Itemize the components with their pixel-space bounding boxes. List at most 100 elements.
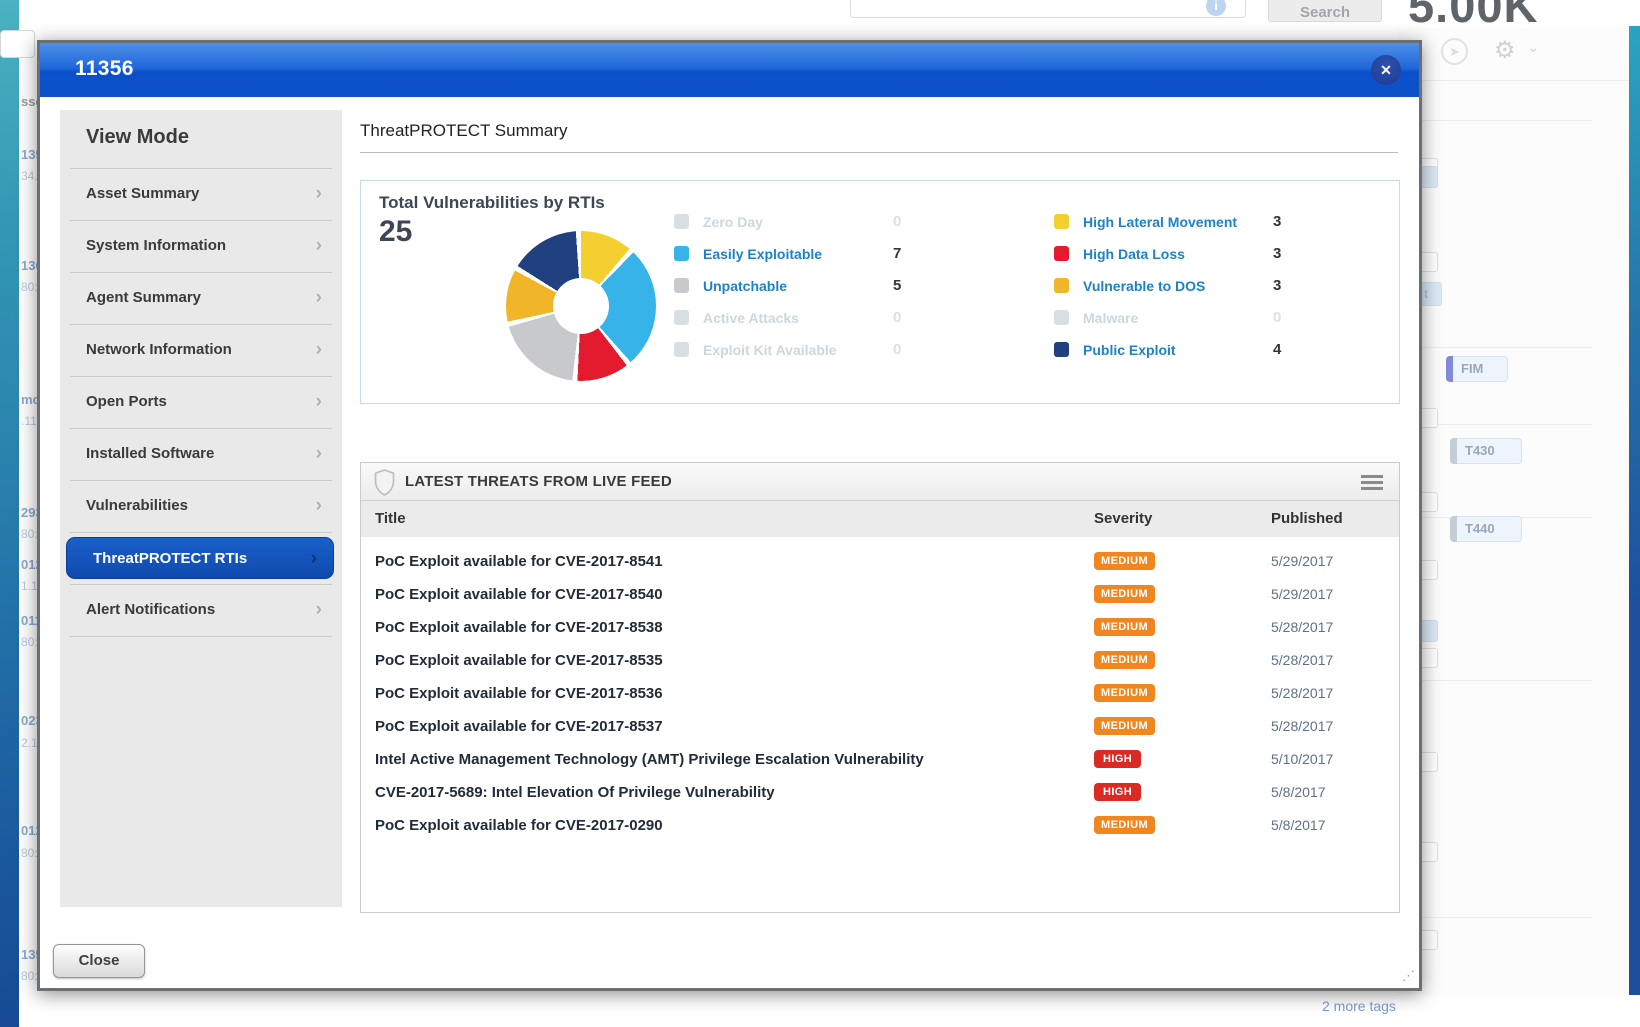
threat-row[interactable]: PoC Exploit available for CVE-2017-8536 …	[375, 684, 1334, 702]
legend-item-malware: Malware 0	[1054, 309, 1314, 329]
sidebar-heading: View Mode	[86, 126, 189, 148]
page-title: ThreatPROTECT Summary	[360, 121, 568, 140]
legend-swatch	[674, 310, 689, 325]
legend-swatch	[674, 214, 689, 229]
chevron-right-icon: ›	[315, 391, 322, 412]
severity-badge: MEDIUM	[1094, 684, 1156, 702]
sidebar-item-agent-summary[interactable]: Agent Summary ›	[60, 272, 342, 324]
threat-row[interactable]: PoC Exploit available for CVE-2017-8541 …	[375, 552, 1334, 570]
divider	[360, 152, 1398, 153]
sidebar-item-vulnerabilities[interactable]: Vulnerabilities ›	[60, 480, 342, 532]
column-severity: Severity	[1094, 510, 1153, 527]
close-icon[interactable]: ✕	[1371, 55, 1401, 85]
shield-icon	[374, 469, 395, 501]
legend-swatch	[1054, 278, 1069, 293]
tag-label: T440	[1465, 521, 1495, 536]
chart-title: Total Vulnerabilities by RTIs	[379, 193, 605, 212]
info-icon: i	[1206, 0, 1226, 16]
tag-t440: T440	[1450, 516, 1522, 542]
feed-column-headers: Title Severity Published	[361, 501, 1399, 537]
sidebar-item-network-information[interactable]: Network Information ›	[60, 324, 342, 376]
threat-row[interactable]: Intel Active Management Technology (AMT)…	[375, 750, 1334, 768]
chevron-right-icon: ›	[315, 339, 322, 360]
legend-swatch	[674, 246, 689, 261]
legend-item-vulnerable-to-dos: Vulnerable to DOS 3	[1054, 277, 1314, 297]
feed-header: LATEST THREATS FROM LIVE FEED	[361, 463, 1399, 501]
close-button[interactable]: Close	[53, 944, 145, 978]
threat-row[interactable]: PoC Exploit available for CVE-2017-8540 …	[375, 585, 1334, 603]
severity-badge: MEDIUM	[1094, 816, 1156, 834]
divider	[1422, 80, 1629, 81]
gear-icon: ⚙	[1494, 37, 1516, 64]
legend-swatch	[1054, 310, 1069, 325]
chevron-right-icon: ›	[315, 443, 322, 464]
resize-handle-icon[interactable]: ⋰	[1402, 968, 1415, 983]
more-tags-link: 2 more tags	[1322, 998, 1396, 1014]
divider	[1400, 917, 1592, 918]
search-button: Search	[1268, 0, 1382, 22]
sidebar-item-alert-notifications[interactable]: Alert Notifications ›	[60, 584, 342, 636]
paper-plane-icon: ➤	[1441, 38, 1468, 65]
tag-accent	[1446, 356, 1453, 382]
tag-label: T430	[1465, 443, 1495, 458]
sidebar-item-open-ports[interactable]: Open Ports ›	[60, 376, 342, 428]
threat-row[interactable]: CVE-2017-5689: Intel Elevation Of Privil…	[375, 783, 1326, 801]
modal-titlebar: 11356 ✕	[40, 43, 1419, 97]
divider	[1400, 347, 1592, 348]
modal-title: 11356	[75, 57, 134, 80]
menu-icon[interactable]	[1361, 475, 1383, 478]
tag-accent	[1450, 516, 1457, 542]
divider	[1400, 680, 1592, 681]
threat-row[interactable]: PoC Exploit available for CVE-2017-8537 …	[375, 717, 1334, 735]
severity-badge: MEDIUM	[1094, 651, 1156, 669]
legend-swatch	[674, 342, 689, 357]
legend-item-high-lateral-movement: High Lateral Movement 3	[1054, 213, 1314, 233]
bg-fragment: .11.	[21, 414, 41, 428]
legend-swatch	[1054, 214, 1069, 229]
chevron-right-icon: ›	[315, 495, 322, 516]
legend-item-public-exploit: Public Exploit 4	[1054, 341, 1314, 361]
legend-swatch	[674, 278, 689, 293]
divider	[1400, 424, 1592, 425]
total-vulnerabilities-count: 25	[379, 215, 413, 248]
tag-fim: FIM	[1446, 356, 1508, 382]
rti-donut-chart[interactable]	[506, 231, 656, 381]
legend-item-unpatchable: Unpatchable 5	[674, 277, 934, 297]
severity-badge: MEDIUM	[1094, 585, 1156, 603]
rti-summary-panel: Total Vulnerabilities by RTIs 25 Zero Da…	[360, 180, 1400, 404]
divider	[1400, 120, 1592, 121]
threat-row[interactable]: PoC Exploit available for CVE-2017-8535 …	[375, 651, 1334, 669]
chevron-right-icon: ›	[310, 548, 317, 569]
legend-swatch	[1054, 342, 1069, 357]
sidebar-item-system-information[interactable]: System Information ›	[60, 220, 342, 272]
threat-row[interactable]: PoC Exploit available for CVE-2017-8538 …	[375, 618, 1334, 636]
live-feed-panel: LATEST THREATS FROM LIVE FEED Title Seve…	[360, 462, 1400, 913]
column-published: Published	[1271, 510, 1343, 527]
sidebar-item-installed-software[interactable]: Installed Software ›	[60, 428, 342, 480]
severity-badge: MEDIUM	[1094, 717, 1156, 735]
chevron-down-icon: ⌄	[1527, 39, 1540, 56]
chevron-right-icon: ›	[315, 183, 322, 204]
legend-item-active-attacks: Active Attacks 0	[674, 309, 934, 329]
legend-item-easily-exploitable: Easily Exploitable 7	[674, 245, 934, 265]
background-input-fragment	[0, 30, 35, 58]
asset-count-number: 5.00K	[1408, 0, 1539, 32]
severity-badge: HIGH	[1094, 783, 1142, 801]
legend-swatch	[1054, 246, 1069, 261]
legend-item-high-data-loss: High Data Loss 3	[1054, 245, 1314, 265]
threat-row[interactable]: PoC Exploit available for CVE-2017-0290 …	[375, 816, 1326, 834]
left-nav-strip	[0, 0, 19, 1027]
asset-detail-modal: 11356 ✕ View Mode Asset Summary › System …	[37, 40, 1422, 991]
sidebar-item-threatprotect-rtis[interactable]: ThreatPROTECT RTIs ›	[66, 537, 334, 579]
severity-badge: MEDIUM	[1094, 552, 1156, 570]
chevron-right-icon: ›	[315, 599, 322, 620]
legend-item-exploit-kit-available: Exploit Kit Available 0	[674, 341, 934, 361]
chevron-right-icon: ›	[315, 235, 322, 256]
right-scroll-strip	[1629, 26, 1640, 995]
legend-item-zero-day: Zero Day 0	[674, 213, 934, 233]
feed-title: LATEST THREATS FROM LIVE FEED	[405, 473, 672, 490]
sidebar-item-asset-summary[interactable]: Asset Summary ›	[60, 168, 342, 220]
background-search-input	[850, 0, 1246, 18]
tag-t430: T430	[1450, 438, 1522, 464]
severity-badge: MEDIUM	[1094, 618, 1156, 636]
